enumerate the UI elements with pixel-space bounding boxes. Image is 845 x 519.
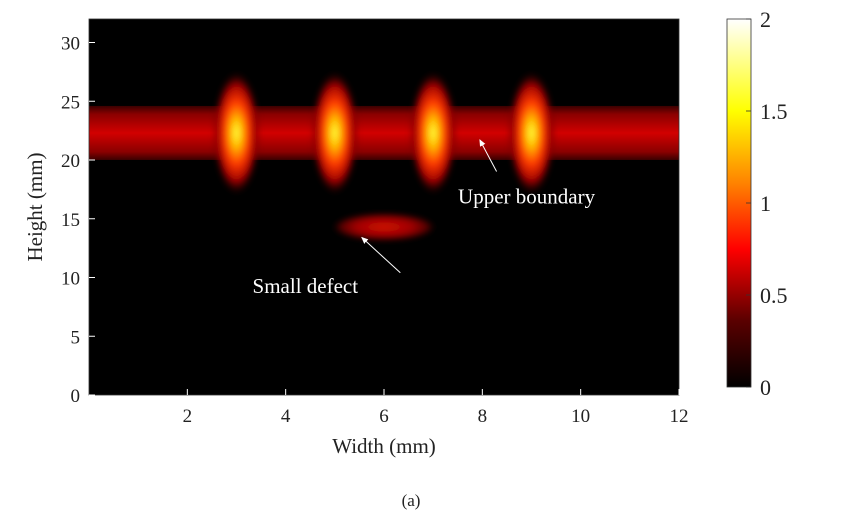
y-tick-label: 30 <box>61 34 80 55</box>
small-defect-arrow <box>361 236 401 274</box>
upper-boundary-arrow <box>479 139 498 172</box>
y-axis: 0 5 10 15 20 25 30 <box>61 34 95 407</box>
colorbar-tick-label: 2 <box>760 7 771 32</box>
hotspot-2 <box>311 71 359 195</box>
x-tick-label: 8 <box>478 406 488 427</box>
hotspot-3 <box>409 71 457 195</box>
y-tick-label: 5 <box>71 327 81 348</box>
y-axis-label: Height (mm) <box>23 152 47 261</box>
x-tick-label: 10 <box>571 406 590 427</box>
small-defect-annotation: Small defect <box>253 274 359 298</box>
y-tick-label: 15 <box>61 210 80 231</box>
upper-boundary-band <box>89 105 679 160</box>
colorbar-tick-label: 0.5 <box>760 283 788 308</box>
y-tick-label: 25 <box>61 92 80 113</box>
colorbar-tick-label: 0 <box>760 375 771 400</box>
annotation-layer: Upper boundary Small defect <box>253 139 596 298</box>
colorbar-ticks: 0 0.5 1 1.5 2 <box>746 7 788 400</box>
heatmap-layer <box>89 71 679 242</box>
plot-area <box>89 19 679 395</box>
x-tick-label: 2 <box>183 406 193 427</box>
small-defect-spot <box>332 212 436 242</box>
x-tick-label: 4 <box>281 406 291 427</box>
colorbar-tick-label: 1.5 <box>760 99 788 124</box>
y-tick-label: 0 <box>71 386 81 407</box>
y-tick-label: 20 <box>61 151 80 172</box>
hotspot-1 <box>212 71 261 195</box>
x-tick-label: 6 <box>379 406 389 427</box>
y-tick-label: 10 <box>61 269 80 290</box>
x-axis: 2 4 6 8 10 12 <box>183 389 689 427</box>
upper-boundary-annotation: Upper boundary <box>458 184 596 208</box>
colorbar-tick-label: 1 <box>760 191 771 216</box>
hotspot-4 <box>507 71 556 195</box>
x-axis-label: Width (mm) <box>332 434 436 458</box>
x-tick-label: 12 <box>670 406 689 427</box>
figure-caption: (a) <box>402 491 421 510</box>
